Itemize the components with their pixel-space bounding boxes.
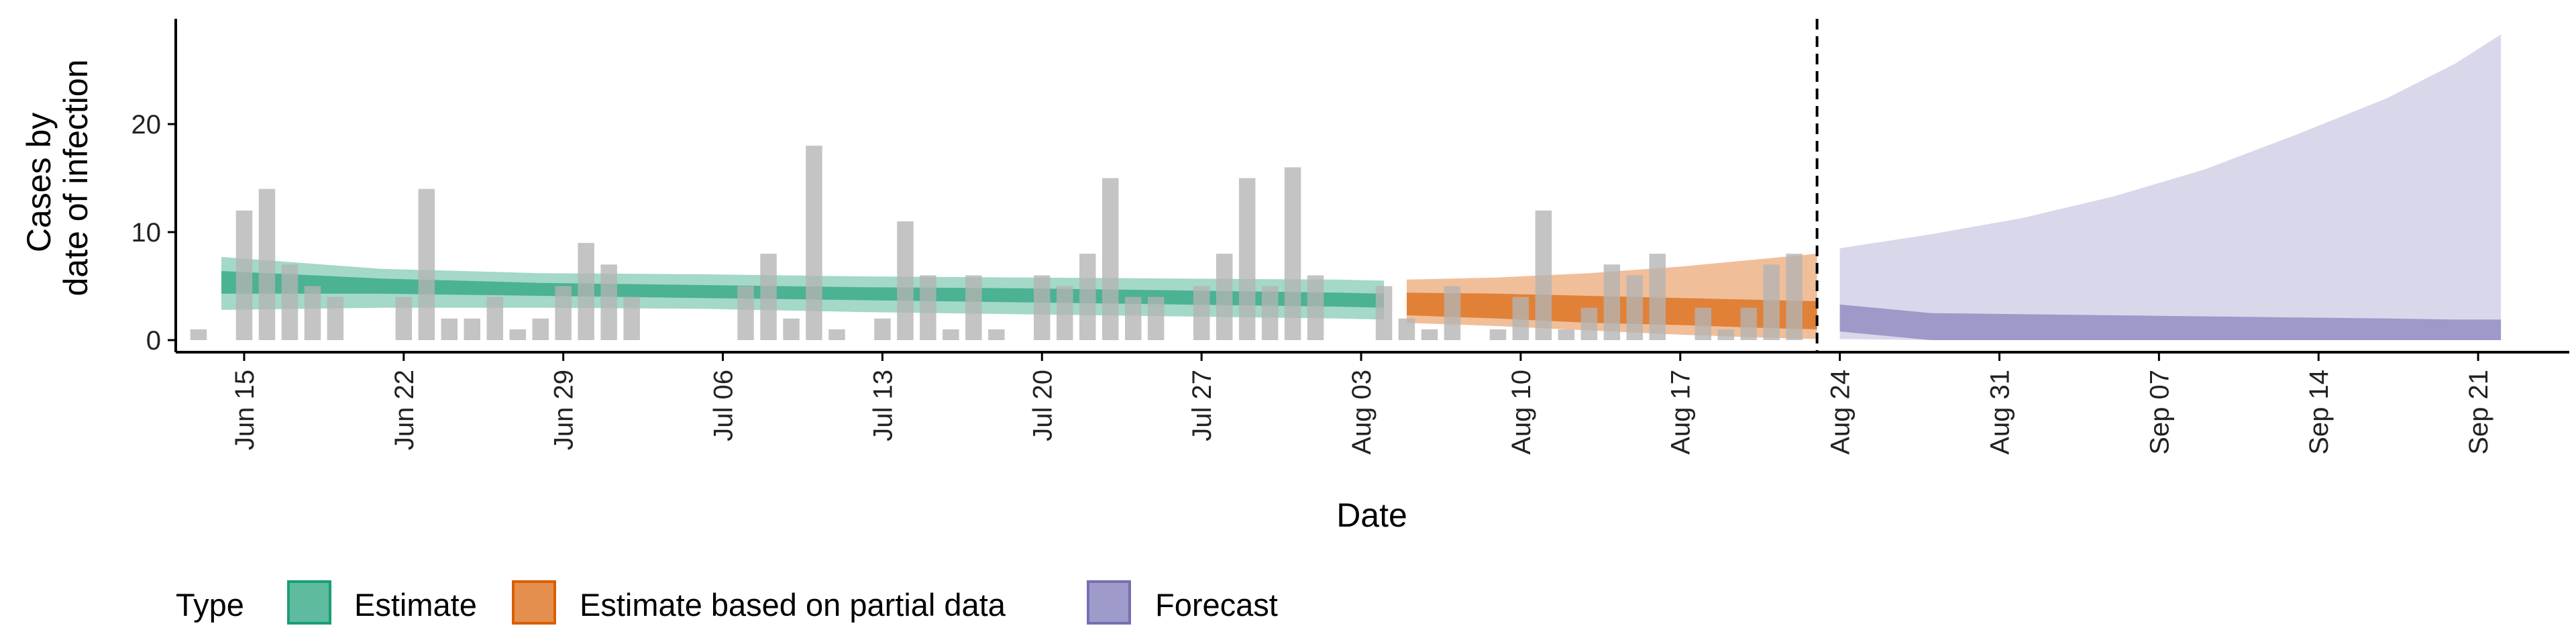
case-bar xyxy=(760,254,777,340)
case-bar xyxy=(1375,286,1393,340)
case-bar xyxy=(965,275,982,340)
case-bar xyxy=(281,264,299,340)
case-bar xyxy=(327,297,344,340)
case-bar xyxy=(1649,254,1666,340)
x-tick-label: Aug 03 xyxy=(1347,370,1377,455)
case-bar xyxy=(828,329,845,340)
case-bar xyxy=(1535,210,1552,340)
x-tick-label: Sep 14 xyxy=(2304,370,2334,455)
case-bar xyxy=(1558,329,1575,340)
case-bar xyxy=(190,329,207,340)
case-bar xyxy=(988,329,1005,340)
case-bars xyxy=(190,146,1803,340)
case-bar xyxy=(1102,178,1119,340)
x-tick-label: Jun 15 xyxy=(230,370,260,450)
case-bar xyxy=(1125,297,1142,340)
case-bar xyxy=(1193,286,1210,340)
legend-label-estimate: Estimate xyxy=(354,587,477,623)
case-bar xyxy=(1216,254,1233,340)
case-bar xyxy=(874,318,891,340)
case-bar xyxy=(943,329,959,340)
x-tick-label: Aug 10 xyxy=(1507,370,1536,455)
case-bar xyxy=(1717,329,1734,340)
case-bar xyxy=(235,210,253,340)
case-bar xyxy=(555,286,572,340)
case-bar xyxy=(1261,286,1279,340)
case-bar xyxy=(1307,275,1324,340)
x-tick-label: Jun 29 xyxy=(549,370,579,450)
case-bar xyxy=(1489,329,1507,340)
case-bar xyxy=(1057,286,1073,340)
x-tick-label: Sep 07 xyxy=(2145,370,2174,455)
case-bar xyxy=(623,297,640,340)
case-bar xyxy=(1079,254,1096,340)
case-bar xyxy=(578,243,594,340)
case-bar xyxy=(1238,178,1256,340)
x-tick-label: Jul 20 xyxy=(1028,370,1057,441)
case-bar xyxy=(1284,167,1301,340)
case-bar xyxy=(418,189,435,340)
case-bar xyxy=(258,189,276,340)
y-tick-label: 20 xyxy=(131,110,162,140)
case-bar xyxy=(783,318,800,340)
x-tick-label: Jul 13 xyxy=(868,370,898,441)
x-tick-label: Aug 24 xyxy=(1826,370,1856,455)
case-bar xyxy=(1695,307,1711,340)
y-tick-label: 0 xyxy=(146,326,161,356)
x-tick-label: Jul 06 xyxy=(709,370,739,441)
case-bar xyxy=(486,297,503,340)
x-tick-label: Aug 17 xyxy=(1666,370,1696,455)
legend: Type Estimate Estimate based on partial … xyxy=(176,580,1278,625)
case-bar xyxy=(806,146,822,340)
forecast-inner-band xyxy=(1839,304,2502,340)
case-bar xyxy=(600,264,617,340)
case-bar xyxy=(1398,318,1415,340)
y-tick-label: 10 xyxy=(131,218,162,248)
axes: 0 10 20 Jun 15 Jun 22 Jun 29 Jul 06 Jul 13 Jul 2… xyxy=(131,19,2569,455)
case-bar xyxy=(395,297,413,340)
x-tick-label: Sep 21 xyxy=(2464,370,2493,455)
case-bar xyxy=(1786,254,1803,340)
case-bar xyxy=(1444,286,1461,340)
case-bar xyxy=(920,275,936,340)
x-tick-label: Jun 22 xyxy=(390,370,419,450)
x-tick-label: Jul 27 xyxy=(1187,370,1217,441)
case-bar xyxy=(1603,264,1621,340)
y-axis-title-line1: Cases by xyxy=(20,113,58,252)
legend-label-partial: Estimate based on partial data xyxy=(580,587,1006,623)
case-bar xyxy=(304,286,321,340)
case-bar xyxy=(897,221,914,340)
legend-key-forecast xyxy=(1087,580,1131,625)
case-bar xyxy=(1147,297,1165,340)
case-bar xyxy=(464,318,480,340)
case-bar xyxy=(737,286,754,340)
legend-key-partial xyxy=(512,580,556,625)
forecast-outer-band xyxy=(1839,34,2502,341)
y-axis-title: Cases by date of infection xyxy=(20,59,95,296)
y-axis-title-line2: date of infection xyxy=(57,59,95,296)
case-bar xyxy=(1763,264,1780,340)
case-bar xyxy=(532,318,549,340)
case-bar xyxy=(509,329,526,340)
legend-label-forecast: Forecast xyxy=(1155,587,1278,623)
x-axis-title: Date xyxy=(1336,496,1407,534)
legend-key-estimate xyxy=(287,580,331,625)
case-bar xyxy=(1512,297,1529,340)
case-bar xyxy=(1034,275,1051,340)
case-bar xyxy=(1421,329,1438,340)
case-bar xyxy=(441,318,458,340)
legend-title: Type xyxy=(176,587,244,623)
case-bar xyxy=(1580,307,1598,340)
case-bar xyxy=(1626,275,1643,340)
case-bar xyxy=(1740,307,1757,340)
x-tick-label: Aug 31 xyxy=(1986,370,2015,455)
